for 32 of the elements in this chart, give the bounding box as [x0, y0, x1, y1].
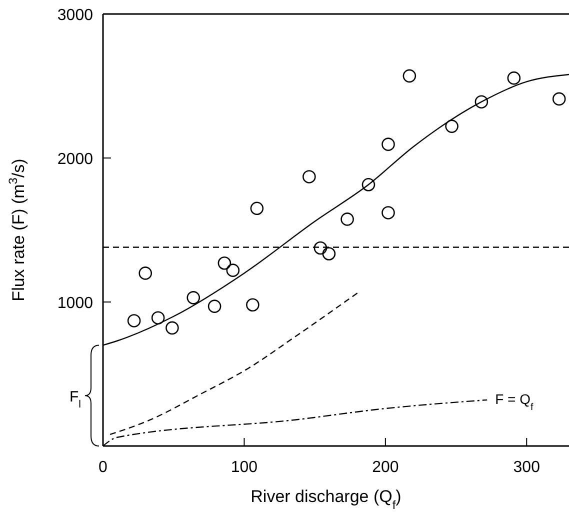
- point: [246, 298, 260, 312]
- point: [402, 69, 416, 83]
- point: [340, 212, 354, 226]
- point: [552, 92, 566, 106]
- point: [322, 247, 336, 260]
- point: [250, 202, 264, 216]
- point: [382, 138, 395, 151]
- series-label: F = Q$_{f}$: [495, 390, 534, 412]
- point: [166, 321, 179, 335]
- point: [474, 95, 488, 108]
- point: [208, 300, 222, 313]
- point: [382, 206, 395, 220]
- x-tick-label: 0: [98, 459, 108, 476]
- point: [127, 314, 141, 328]
- point: [507, 71, 521, 85]
- x-axis-title: River discharge (Q$_{f}$): [250, 487, 402, 512]
- y-tick-label: 1000: [57, 295, 94, 312]
- point: [362, 178, 376, 192]
- point: [314, 241, 328, 255]
- x-tick-label: 100: [230, 459, 258, 476]
- y-tick-label: 3000: [57, 7, 94, 24]
- y-tick-label: 2000: [57, 151, 94, 168]
- point: [151, 311, 165, 324]
- point: [218, 256, 232, 270]
- text: F$_{l}$: [69, 388, 81, 411]
- point: [226, 264, 240, 277]
- x-tick-label: 300: [513, 459, 540, 476]
- point: [186, 291, 200, 304]
- x-tick-label: 200: [372, 459, 399, 476]
- point: [302, 170, 316, 184]
- point: [445, 120, 458, 133]
- point: [138, 266, 152, 280]
